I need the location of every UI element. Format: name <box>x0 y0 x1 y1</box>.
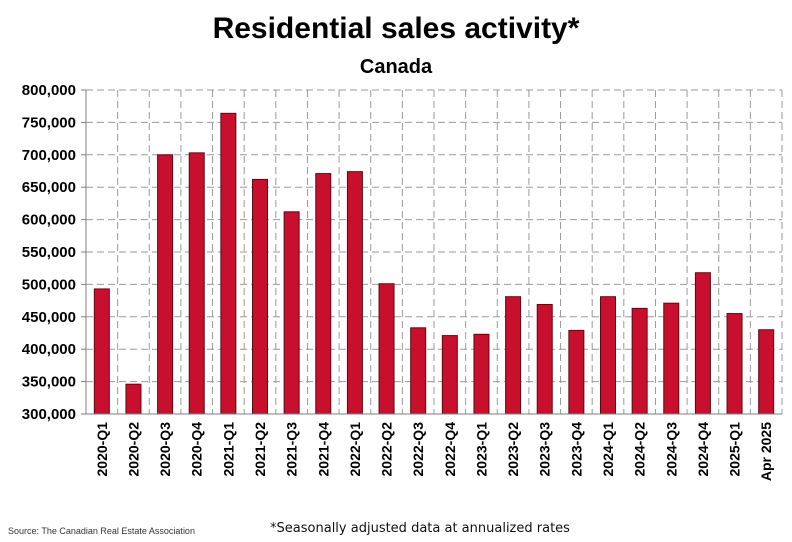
footnote: *Seasonally adjusted data at annualized … <box>270 521 570 536</box>
y-tick-label: 700,000 <box>22 147 76 164</box>
x-tick-label: 2023-Q2 <box>505 422 521 477</box>
bar-2024-q2 <box>631 307 648 415</box>
bar-2023-q1 <box>473 333 490 415</box>
y-tick-label: 400,000 <box>22 341 76 358</box>
bar-2024-q1 <box>600 296 616 415</box>
x-tick-label: 2020-Q1 <box>94 422 110 477</box>
bar-2020-q1 <box>93 288 110 415</box>
y-tick-label: 550,000 <box>22 244 76 261</box>
bar-2022-q4 <box>441 335 458 415</box>
bar-2022-q3 <box>410 327 427 415</box>
chart-subtitle: Canada <box>360 56 433 78</box>
x-tick-label: 2023-Q3 <box>537 422 553 477</box>
y-tick-label: 750,000 <box>22 114 76 131</box>
x-tick-label: 2021-Q3 <box>284 422 300 477</box>
bar-2022-q2 <box>378 283 395 415</box>
bar-2020-q3 <box>157 154 174 415</box>
bar-2024-q4 <box>694 272 711 415</box>
x-tick-label: 2020-Q3 <box>157 422 173 477</box>
x-tick-label: 2022-Q3 <box>410 422 426 477</box>
x-tick-label: 2024-Q2 <box>632 422 648 477</box>
bar-2021-q1 <box>220 112 237 415</box>
x-tick-label: 2020-Q2 <box>125 422 141 477</box>
bar-2021-q2 <box>252 178 268 415</box>
x-tick-label: 2022-Q1 <box>347 422 363 477</box>
y-tick-label: 500,000 <box>22 276 76 293</box>
x-tick-label: 2024-Q1 <box>600 422 616 477</box>
y-tick-label: 650,000 <box>22 179 76 196</box>
bar-2020-q4 <box>188 152 205 415</box>
bar-2020-q2 <box>125 383 142 415</box>
bars <box>93 112 775 415</box>
chart-title: Residential sales activity* <box>213 12 580 45</box>
source-note: Source: The Canadian Real Estate Associa… <box>8 526 195 536</box>
bar-apr-2025 <box>758 329 775 415</box>
y-tick-label: 450,000 <box>22 309 76 326</box>
y-tick-labels: 300,000 350,000 400,000 450,000 500,000 550,0… <box>22 82 76 423</box>
bar-2021-q3 <box>283 211 300 415</box>
x-tick-label: 2021-Q2 <box>252 422 268 477</box>
y-tick-label: 800,000 <box>22 82 76 99</box>
x-tick-label: 2023-Q4 <box>568 422 584 477</box>
x-tick-label: 2024-Q3 <box>663 422 679 477</box>
bar-2023-q4 <box>568 329 585 415</box>
bar-2023-q3 <box>536 303 553 415</box>
x-tick-label: 2022-Q4 <box>442 422 458 477</box>
y-tick-label: 300,000 <box>22 406 76 423</box>
x-tick-label: 2020-Q4 <box>189 422 205 477</box>
y-tick-label: 600,000 <box>22 212 76 229</box>
x-tick-label: 2022-Q2 <box>379 422 395 477</box>
x-tick-label: 2021-Q4 <box>315 422 331 477</box>
x-tick-label: 2023-Q1 <box>473 422 489 477</box>
x-tick-label: 2021-Q1 <box>220 422 236 477</box>
bar-2021-q4 <box>315 173 332 415</box>
x-tick-labels: 2020-Q1 2020-Q2 2020-Q3 2020-Q4 2021-Q1 2021-… <box>94 422 774 481</box>
bar-2022-q1 <box>346 171 363 415</box>
y-tick-label: 350,000 <box>22 374 76 391</box>
bar-2023-q2 <box>505 296 522 415</box>
x-tick-label: 2025-Q1 <box>727 422 743 477</box>
x-tick-label: Apr 2025 <box>758 422 774 481</box>
x-tick-label: 2024-Q4 <box>695 422 711 477</box>
bar-2024-q3 <box>663 302 680 415</box>
bar-2025-q1 <box>726 313 743 415</box>
